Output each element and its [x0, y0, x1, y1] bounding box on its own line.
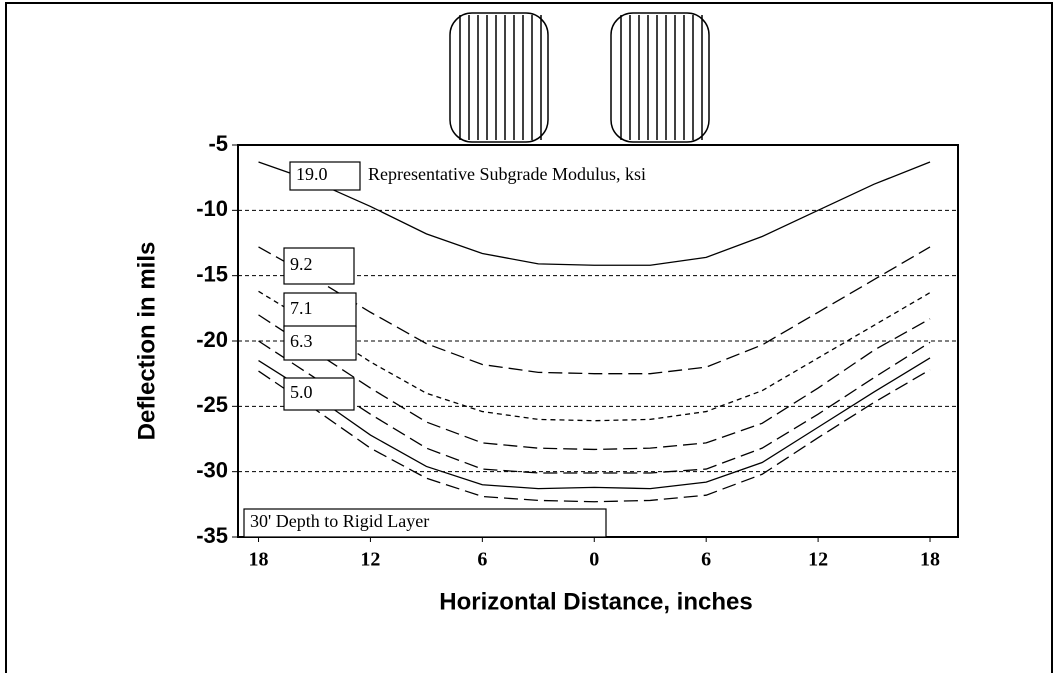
annotation: 6.3	[290, 331, 313, 351]
frame	[5, 2, 1053, 673]
y-tick-label: -10	[196, 196, 228, 221]
annotation: 19.0	[296, 164, 328, 184]
x-tick-label: 12	[360, 549, 380, 571]
x-tick-label: 18	[920, 549, 940, 571]
label-box	[243, 508, 607, 538]
y-axis-label: Deflection in mils	[133, 242, 160, 441]
label-box	[289, 161, 361, 191]
deflection-line	[258, 369, 931, 503]
y-tick-label: -35	[196, 523, 228, 548]
deflection-line	[258, 290, 931, 422]
x-tick-label: 12	[808, 549, 828, 571]
label-box	[283, 377, 355, 411]
annotation: 9.2	[290, 254, 313, 274]
y-tick-label: -5	[208, 131, 228, 156]
tires	[449, 12, 710, 143]
y-tick-label: -25	[196, 392, 228, 417]
annotation: 5.0	[290, 382, 313, 402]
y-tick-label: -15	[196, 261, 228, 286]
label-box	[283, 292, 357, 328]
annotation: 30' Depth to Rigid Layer	[250, 511, 429, 531]
x-tick-label: 18	[249, 549, 269, 571]
annotation: 7.1	[290, 298, 313, 318]
label-box	[283, 325, 357, 361]
deflection-line	[258, 246, 931, 375]
x-tick-label: 6	[477, 549, 487, 571]
x-axis-label: Horizontal Distance, inches	[439, 588, 752, 615]
y-tick-label: -30	[196, 457, 228, 482]
deflection-line	[258, 314, 931, 451]
x-tick-label: 0	[589, 549, 599, 571]
x-tick-label: 6	[701, 549, 711, 571]
deflection-line	[258, 357, 931, 490]
deflection-line	[258, 161, 931, 266]
label-box	[283, 247, 355, 285]
deflection-line	[258, 340, 931, 474]
y-tick-label: -20	[196, 327, 228, 352]
annotation: Representative Subgrade Modulus, ksi	[368, 164, 646, 184]
